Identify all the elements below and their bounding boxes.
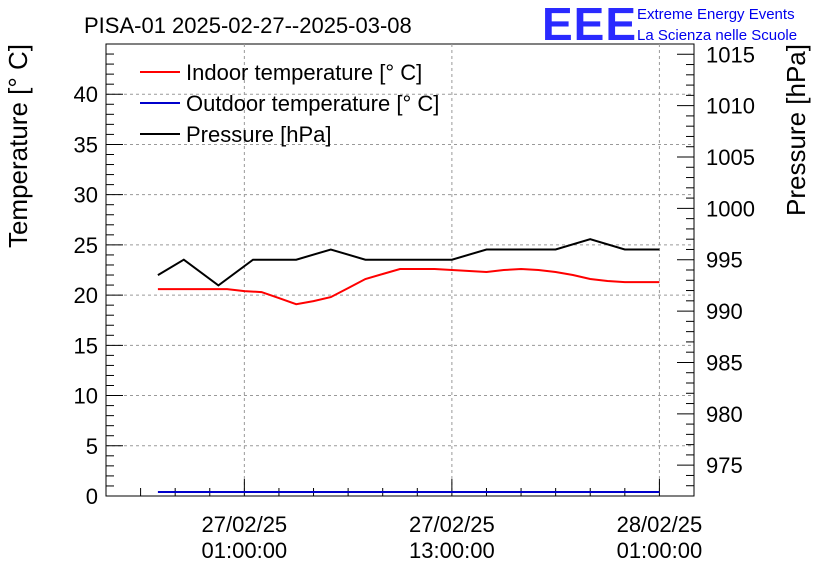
right-tick-label: 985 bbox=[706, 350, 743, 375]
left-tick-label: 15 bbox=[74, 333, 98, 358]
grid bbox=[106, 44, 694, 496]
left-axis-title: Temperature [° C] bbox=[3, 44, 33, 248]
left-axis: 0 5 10 15 20 25 30 35 40 bbox=[74, 53, 123, 509]
series-layer bbox=[157, 238, 660, 493]
right-axis: 975 980 985 990 995 1000 1005 1010 1015 bbox=[677, 42, 755, 497]
right-tick-label: 980 bbox=[706, 402, 743, 427]
x-tick-label-time: 01:00:00 bbox=[617, 538, 703, 563]
right-tick-label: 990 bbox=[706, 299, 743, 324]
left-tick-label: 40 bbox=[74, 82, 98, 107]
left-tick-label: 10 bbox=[74, 384, 98, 409]
right-axis-title: Pressure [hPa] bbox=[781, 44, 811, 216]
right-tick-label: 1005 bbox=[706, 145, 755, 170]
x-tick-label-date: 28/02/25 bbox=[617, 512, 703, 537]
left-tick-label: 5 bbox=[86, 434, 98, 459]
legend-label-pressure: Pressure [hPa] bbox=[186, 122, 332, 147]
left-tick-label: 0 bbox=[86, 484, 98, 509]
x-tick-label-time: 01:00:00 bbox=[202, 538, 288, 563]
chart-title: PISA-01 2025-02-27--2025-03-08 bbox=[84, 13, 412, 38]
series-line-pressure bbox=[157, 238, 660, 287]
left-tick-label: 25 bbox=[74, 233, 98, 258]
right-tick-label: 1010 bbox=[706, 94, 755, 119]
left-tick-label: 30 bbox=[74, 183, 98, 208]
x-tick-label-date: 27/02/25 bbox=[409, 512, 495, 537]
x-axis: 27/02/2501:00:0027/02/2513:00:0028/02/25… bbox=[105, 479, 703, 563]
left-tick-label: 20 bbox=[74, 283, 98, 308]
legend: Indoor temperature [° C] Outdoor tempera… bbox=[140, 60, 439, 147]
series-line-indoor bbox=[157, 267, 660, 306]
right-tick-label: 1015 bbox=[706, 42, 755, 67]
legend-label-indoor: Indoor temperature [° C] bbox=[186, 60, 422, 85]
right-tick-label: 995 bbox=[706, 248, 743, 273]
right-tick-label: 975 bbox=[706, 453, 743, 478]
right-tick-label: 1000 bbox=[706, 196, 755, 221]
eee-logo-mark: EEE bbox=[542, 0, 637, 50]
x-tick-label-date: 27/02/25 bbox=[202, 512, 288, 537]
left-tick-label: 35 bbox=[74, 132, 98, 157]
legend-label-outdoor: Outdoor temperature [° C] bbox=[186, 91, 439, 116]
eee-logo-line2: La Scienza nelle Scuole bbox=[637, 27, 797, 44]
x-tick-label-time: 13:00:00 bbox=[409, 538, 495, 563]
eee-logo-line1: Extreme Energy Events bbox=[637, 6, 795, 23]
eee-logo: EEE Extreme Energy Events La Scienza nel… bbox=[542, 0, 797, 50]
